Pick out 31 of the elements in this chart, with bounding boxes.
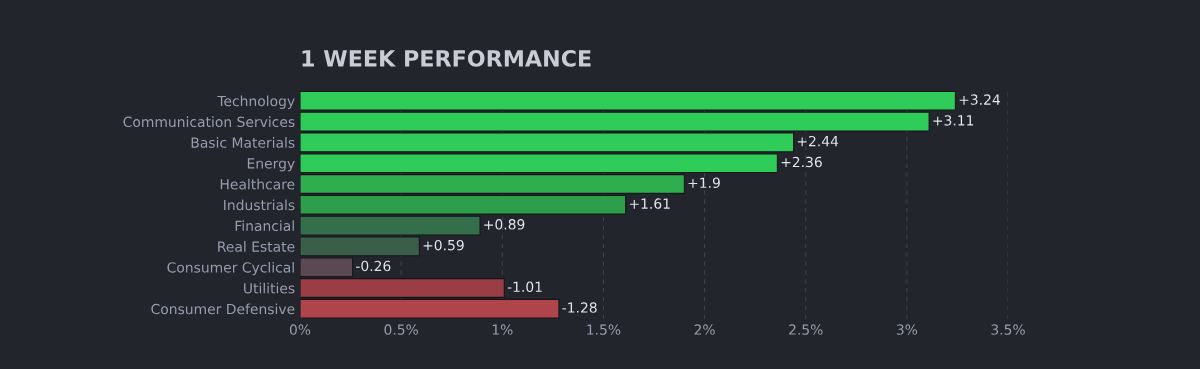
data-label: +3.11 xyxy=(933,115,974,126)
y-tick-label: Consumer Defensive xyxy=(151,303,295,315)
data-label: +2.36 xyxy=(781,156,822,168)
x-tick-label: 1.5% xyxy=(587,324,621,335)
data-label: +0.59 xyxy=(423,239,464,251)
data-label: +0.89 xyxy=(484,219,525,230)
y-tick-label: Communication Services xyxy=(123,116,295,128)
x-tick-label: 0% xyxy=(289,324,311,335)
data-label: -1.01 xyxy=(507,281,542,293)
y-tick-label: Industrials xyxy=(224,199,295,211)
y-tick-label: Consumer Cyclical xyxy=(167,261,294,276)
data-label: +1.9 xyxy=(688,177,720,189)
y-tick-label: Technology xyxy=(217,95,295,109)
x-tick-label: 1% xyxy=(492,324,513,335)
data-label: +3.24 xyxy=(959,94,1000,105)
x-tick-label: 3.5% xyxy=(991,324,1025,335)
x-tick-label: 0.5% xyxy=(384,324,419,335)
x-tick-label: 3% xyxy=(896,324,918,335)
data-label: -0.26 xyxy=(356,260,391,272)
y-tick-label: Financial xyxy=(235,220,294,232)
x-tick-label: 2% xyxy=(694,324,715,335)
data-label: +2.44 xyxy=(797,135,839,147)
y-tick-label: Real Estate xyxy=(218,241,295,252)
y-tick-label: Healthcare xyxy=(220,178,295,190)
x-tick-label: 2.5% xyxy=(789,324,823,335)
chart-title: 1 WEEK PERFORMANCE xyxy=(302,49,591,67)
y-tick-label: Energy xyxy=(247,158,295,172)
data-label: +1.61 xyxy=(629,198,670,209)
y-tick-label: Basic Materials xyxy=(191,137,295,148)
y-tick-label: Utilities xyxy=(244,282,295,294)
data-label: -1.28 xyxy=(562,302,597,313)
